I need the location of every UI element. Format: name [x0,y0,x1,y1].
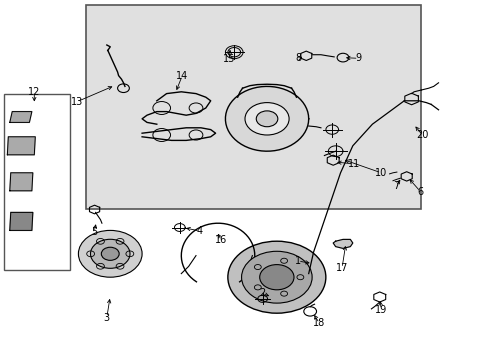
Text: 8: 8 [296,53,302,63]
Circle shape [260,265,294,290]
Circle shape [242,251,312,303]
Circle shape [245,103,289,135]
Text: 3: 3 [104,312,110,323]
Polygon shape [10,212,33,230]
Polygon shape [10,173,33,191]
Polygon shape [225,86,309,151]
Polygon shape [10,112,32,122]
Bar [4,94,70,270]
Bar [86,5,421,209]
Text: 17: 17 [336,263,348,273]
Text: 14: 14 [176,71,188,81]
Text: 18: 18 [314,318,326,328]
Circle shape [101,247,119,260]
Text: 13: 13 [72,96,83,107]
Text: 10: 10 [375,168,388,178]
Polygon shape [333,239,353,248]
Text: 20: 20 [416,130,429,140]
Circle shape [78,230,142,277]
Text: 16: 16 [216,235,227,246]
Text: 11: 11 [348,159,360,169]
Text: 4: 4 [197,226,203,236]
Circle shape [256,111,278,127]
Text: 15: 15 [223,54,236,64]
Text: 2: 2 [259,288,265,298]
Text: 6: 6 [417,186,423,197]
Text: 7: 7 [393,181,399,192]
Circle shape [91,239,130,268]
Text: 5: 5 [91,227,97,237]
Circle shape [228,241,326,313]
Text: 12: 12 [28,87,41,97]
Text: 9: 9 [356,53,362,63]
Polygon shape [7,137,35,155]
Text: 19: 19 [375,305,388,315]
Text: 1: 1 [295,256,301,266]
